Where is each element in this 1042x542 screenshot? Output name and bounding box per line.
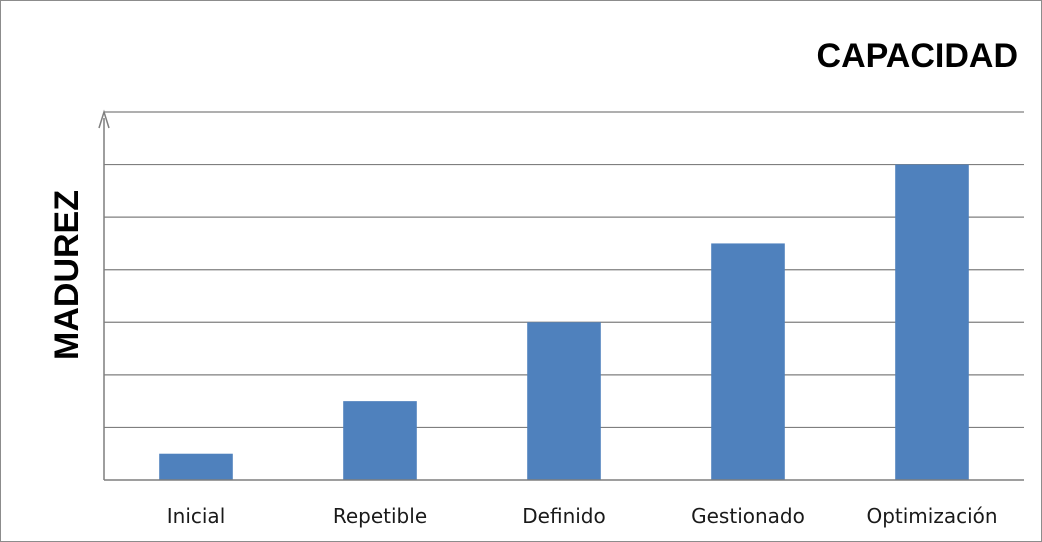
gridlines <box>104 111 1024 429</box>
x-tick-label: Repetible <box>333 504 427 528</box>
bar-inicial <box>159 453 233 480</box>
x-tick-label: Inicial <box>167 504 226 528</box>
bar-definido <box>527 322 601 480</box>
x-tick-labels: Inicial Repetible Definido Gestionado Optimi… <box>167 504 998 528</box>
axes <box>98 109 1024 481</box>
y-axis-label: MADUREZ <box>48 190 86 360</box>
bar-optimización <box>895 164 969 481</box>
bar-gestionado <box>711 243 785 480</box>
y-axis-arrow-icon <box>98 109 110 129</box>
x-tick-label: Definido <box>522 504 605 528</box>
x-tick-label: Optimización <box>866 504 997 528</box>
bars <box>159 164 969 481</box>
bar-repetible <box>343 401 417 480</box>
chart-title: CAPACIDAD <box>817 37 1018 75</box>
x-tick-label: Gestionado <box>691 504 805 528</box>
